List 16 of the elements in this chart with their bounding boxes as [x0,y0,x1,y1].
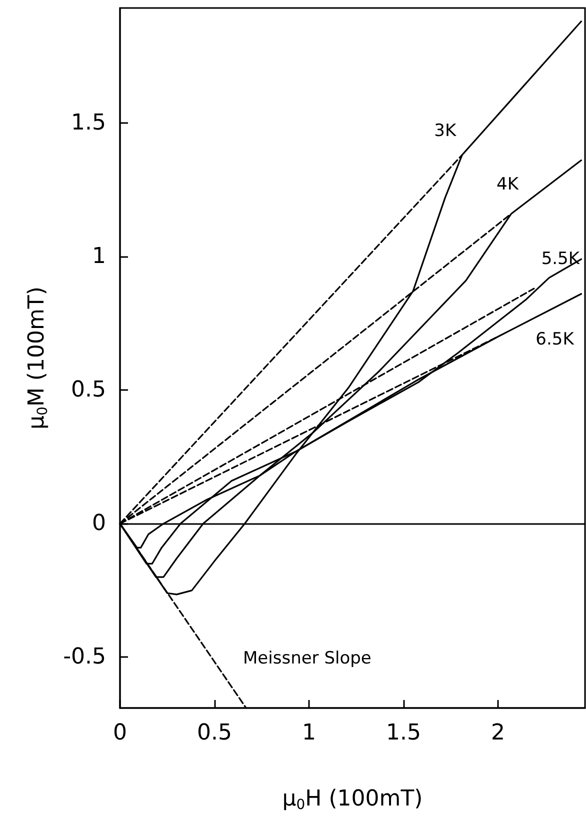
y-tick-label: 0.5 [71,378,106,403]
x-tick-label: 1 [302,720,316,746]
y-tick-label: 1 [92,244,106,269]
y-axis-title: μ0M (100mT) [24,286,51,430]
annotation: 4K [496,174,520,194]
x-tick-label: 0 [113,720,127,746]
annotation: 5.5K [541,249,580,270]
annotation: Meissner Slope [243,648,372,668]
y-tick-label: 0 [92,511,106,536]
x-tick-label: 2 [491,720,506,746]
x-tick-label: 0.5 [197,720,232,746]
y-tick-label: 1.5 [71,110,106,136]
y-tick-label: -0.5 [63,644,106,670]
annotation: 6.5K [536,329,575,350]
annotation: 3K [434,120,457,141]
x-tick-label: 1.5 [386,720,422,746]
